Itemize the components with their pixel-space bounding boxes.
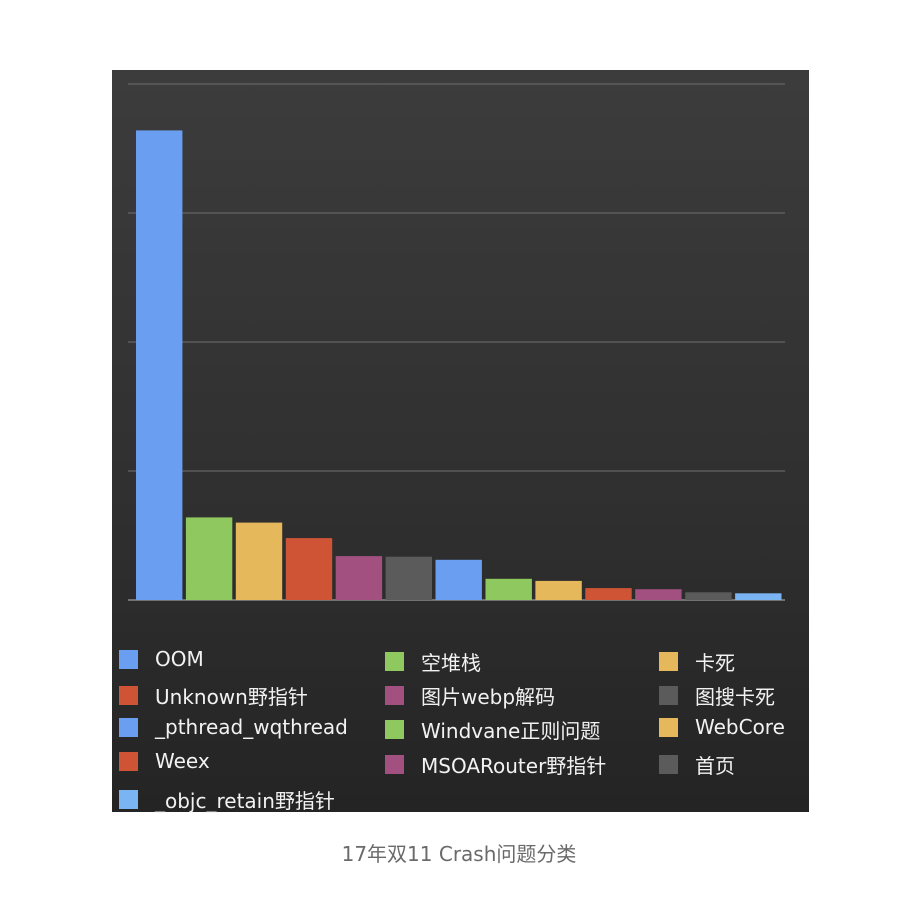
legend-swatch <box>119 685 138 705</box>
legend-swatch <box>119 789 138 809</box>
bar-_objc_retain野指针 <box>735 593 782 600</box>
figure-caption: 17年双11 Crash问题分类 <box>341 842 577 866</box>
legend-item-webcore: WebCore <box>659 714 785 740</box>
legend-item-windvane: Windvane正则问题 <box>385 716 601 743</box>
legend-label: 卡死 <box>695 650 735 675</box>
bar-_pthread_wqthread <box>435 559 482 600</box>
legend-swatch <box>119 649 138 669</box>
legend-item-weex: Weex <box>119 748 210 774</box>
legend-swatch <box>385 651 404 671</box>
bar-图片webp解码 <box>335 556 383 600</box>
bar-MSOARouter野指针 <box>635 589 682 600</box>
legend-swatch <box>385 754 404 774</box>
bar-Unknown野指针 <box>285 538 333 600</box>
legend-label: 图搜卡死 <box>695 684 775 709</box>
bar-OOM <box>136 130 183 600</box>
bar-Windvane正则问题 <box>485 578 532 600</box>
legend-label: 首页 <box>695 753 735 778</box>
legend-swatch <box>119 717 138 737</box>
legend-swatch <box>385 719 404 739</box>
legend-label: OOM <box>155 647 204 671</box>
legend-item-objc-retain: _objc_retain野指针 <box>119 786 335 813</box>
legend-label: WebCore <box>695 715 785 739</box>
bar-图搜卡死 <box>385 556 432 600</box>
legend-item-freeze: 卡死 <box>659 648 735 675</box>
legend-item-unknown: Unknown野指针 <box>119 682 308 709</box>
legend-item-webp: 图片webp解码 <box>385 682 556 709</box>
legend-swatch <box>659 717 678 737</box>
legend-label: MSOARouter野指针 <box>421 753 607 778</box>
legend-label: 图片webp解码 <box>421 684 556 709</box>
legend-label: Weex <box>155 749 210 773</box>
legend-item-image-search-freeze: 图搜卡死 <box>659 682 775 709</box>
bar-卡死 <box>235 522 283 600</box>
legend-item-oom: OOM <box>119 646 204 672</box>
legend-label: _objc_retain野指针 <box>155 788 335 813</box>
legend-label: Unknown野指针 <box>155 684 308 709</box>
bar-chart <box>128 83 785 601</box>
legend-swatch <box>659 651 678 671</box>
legend-swatch <box>659 754 678 774</box>
legend-item-empty-stack: 空堆栈 <box>385 648 481 675</box>
bar-WebCore <box>535 580 582 600</box>
legend-item-msoarouter: MSOARouter野指针 <box>385 751 607 778</box>
legend-swatch <box>659 685 678 705</box>
legend-swatch <box>119 751 138 771</box>
legend-label: _pthread_wqthread <box>155 715 348 739</box>
legend-label: 空堆栈 <box>421 650 481 675</box>
legend-swatch <box>385 685 404 705</box>
legend-item-pthread: _pthread_wqthread <box>119 714 348 740</box>
legend-label: Windvane正则问题 <box>421 718 601 743</box>
legend-item-homepage: 首页 <box>659 751 735 778</box>
bar-首页 <box>685 592 732 600</box>
bar-Weex <box>585 588 632 600</box>
chart-panel: OOM Unknown野指针 _pthread_wqthread Weex _o… <box>112 70 809 813</box>
bar-空堆栈 <box>185 517 233 600</box>
